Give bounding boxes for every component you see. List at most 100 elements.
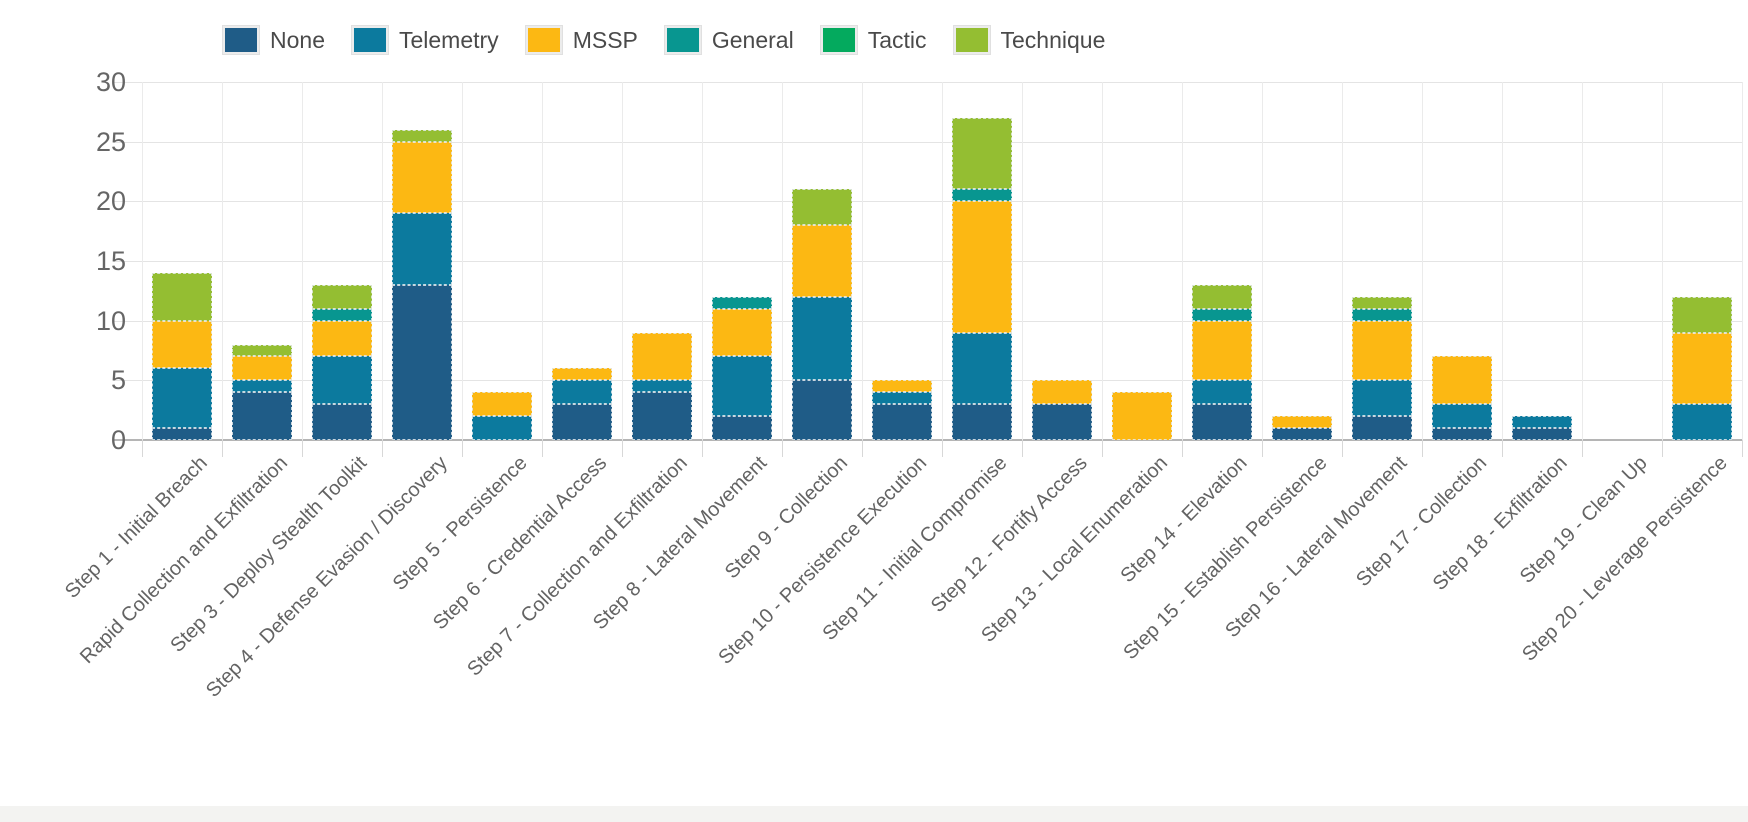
bar-segment-telemetry-step17[interactable] [1432,404,1492,429]
bar-segment-telemetry-step20[interactable] [1672,404,1732,440]
legend-item-general[interactable]: General [663,25,794,55]
bar-segment-telemetry-step18[interactable] [1512,416,1572,429]
bar-segment-mssp-step11[interactable] [952,201,1012,333]
bar-segment-technique-step20[interactable] [1672,296,1732,333]
bar-segment-general-step3[interactable] [312,308,372,321]
x-tick-mark [1102,440,1103,457]
x-tick-mark [1022,440,1023,457]
bar-segment-none-step7[interactable] [632,392,692,440]
bar-segment-technique-step9[interactable] [792,189,852,226]
legend-item-telemetry[interactable]: Telemetry [350,25,499,55]
y-tick-label: 25 [95,126,126,157]
bar-segment-mssp-step1[interactable] [152,320,212,369]
legend-item-tactic[interactable]: Tactic [819,25,927,55]
bar-segment-none-step11[interactable] [952,404,1012,440]
x-tick-mark [382,440,383,457]
bar-segment-mssp-step5[interactable] [472,392,532,417]
bar-segment-mssp-step4[interactable] [392,141,452,214]
gridline [113,82,1742,83]
bar-segment-mssp-step10[interactable] [872,380,932,393]
bar-segment-none-step1[interactable] [152,428,212,440]
bar-segment-mssp-step9[interactable] [792,225,852,297]
bar-segment-mssp-step13[interactable] [1112,392,1172,440]
x-tick-mark [302,440,303,457]
bar-segment-none-step9[interactable] [792,380,852,440]
bar-segment-telemetry-step5[interactable] [472,416,532,440]
bar-segment-none-step17[interactable] [1432,428,1492,440]
bar-segment-technique-step11[interactable] [952,117,1012,190]
bar-segment-none-step16[interactable] [1352,416,1412,440]
bar-segment-none-step15[interactable] [1272,428,1332,440]
x-tick-mark [1422,440,1423,457]
bar-segment-none-step12[interactable] [1032,404,1092,440]
bar-segment-general-step11[interactable] [952,189,1012,202]
bar-segment-telemetry-step8[interactable] [712,356,772,417]
legend-item-technique[interactable]: Technique [952,25,1105,55]
bar-segment-technique-step3[interactable] [312,284,372,309]
x-axis-line [113,439,1742,441]
legend-swatch-frame [819,25,858,55]
bar-segment-technique-step16[interactable] [1352,296,1412,309]
bar-segment-telemetry-step16[interactable] [1352,380,1412,417]
bar-segment-telemetry-step6[interactable] [552,380,612,405]
bar-segment-none-step8[interactable] [712,416,772,440]
x-tick-mark [862,440,863,457]
bar-segment-none-step4[interactable] [392,284,452,440]
bar-segment-technique-step1[interactable] [152,272,212,321]
bar-segment-telemetry-step7[interactable] [632,380,692,393]
bar-segment-mssp-step6[interactable] [552,368,612,381]
bar-segment-mssp-step2[interactable] [232,356,292,381]
gridline-vertical [622,82,623,440]
bar-segment-technique-step4[interactable] [392,129,452,142]
bar-segment-mssp-step7[interactable] [632,332,692,381]
bar-segment-none-step14[interactable] [1192,404,1252,440]
footer-strip [0,806,1748,822]
legend-label: Tactic [867,26,927,53]
legend-swatch-frame [350,25,389,55]
gridline [113,201,1742,203]
bar-segment-mssp-step8[interactable] [712,308,772,357]
y-tick-label: 15 [95,246,126,276]
bar-segment-technique-step14[interactable] [1192,284,1252,309]
bar-segment-mssp-step16[interactable] [1352,320,1412,381]
bar-segment-general-step8[interactable] [712,296,772,309]
bar-segment-telemetry-step1[interactable] [152,368,212,429]
gridline-vertical [142,82,143,440]
bar-segment-telemetry-step2[interactable] [232,380,292,393]
legend-label: MSSP [572,26,638,53]
bar-segment-telemetry-step9[interactable] [792,296,852,381]
bar-segment-mssp-step14[interactable] [1192,320,1252,381]
bar-segment-mssp-step3[interactable] [312,320,372,357]
x-tick-mark [1342,440,1343,457]
bar-segment-none-step18[interactable] [1512,428,1572,440]
x-tick-mark [1582,440,1583,457]
bar-segment-mssp-step20[interactable] [1672,332,1732,405]
x-tick-mark [1502,440,1503,457]
bar-segment-none-step10[interactable] [872,404,932,440]
x-tick-mark [542,440,543,457]
gridline-vertical [302,82,303,440]
legend-swatch-tactic [822,28,855,52]
legend-label: General [711,26,794,53]
gridline-vertical [222,82,223,440]
bar-segment-telemetry-step4[interactable] [392,213,452,285]
bar-segment-general-step14[interactable] [1192,308,1252,321]
bar-segment-general-step16[interactable] [1352,308,1412,321]
bar-segment-technique-step2[interactable] [232,344,292,357]
bar-segment-mssp-step12[interactable] [1032,380,1092,405]
bar-segment-mssp-step15[interactable] [1272,416,1332,429]
x-tick-mark [1182,440,1183,457]
legend-item-none[interactable]: None [222,25,325,55]
bar-segment-mssp-step17[interactable] [1432,356,1492,405]
y-tick-label: 30 [95,67,126,97]
bar-segment-none-step3[interactable] [312,404,372,440]
bar-segment-none-step6[interactable] [552,404,612,440]
legend-label: None [270,26,325,53]
bar-segment-telemetry-step3[interactable] [312,356,372,405]
legend-item-mssp[interactable]: MSSP [524,25,638,55]
bar-segment-telemetry-step10[interactable] [872,392,932,405]
bar-segment-none-step2[interactable] [232,392,292,440]
bar-segment-telemetry-step11[interactable] [952,332,1012,405]
bar-segment-telemetry-step14[interactable] [1192,380,1252,405]
